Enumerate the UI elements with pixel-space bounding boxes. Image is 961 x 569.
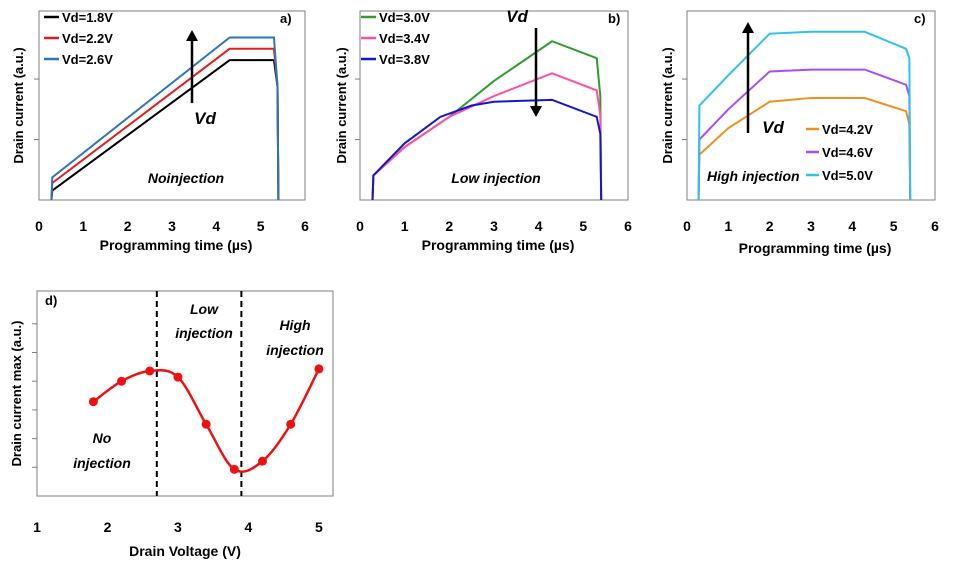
x-tick-label: 4 [535,218,543,234]
x-tick-label: 0 [683,218,691,234]
x-tick-label: 4 [245,519,253,535]
x-tick-label: 1 [724,218,732,234]
x-tick-label: 4 [212,218,220,234]
panel-3: 0 1 2 3 4 5 6 Programming time (µs) Drain curren… [660,10,939,256]
plot-frame [38,10,306,201]
x-axis-title: Programming time (µs) [422,237,575,253]
region-label: injection [73,455,131,471]
series-line [697,96,912,201]
region-label: High [279,317,310,333]
y-axis-title: Drain current (a.u.) [334,47,349,163]
legend-label: Vd=5.0V [822,168,873,183]
x-tick-label: 1 [79,218,87,234]
legend-label: Vd=2.2V [62,31,113,46]
series-line [50,36,280,201]
data-point [258,456,268,466]
x-tick-label: 6 [624,218,632,234]
vd-arrow-label: Vd [506,7,528,26]
x-tick-label: 5 [315,519,323,535]
region-label: injection [175,325,233,341]
legend-label: Vd=2.6V [62,52,113,67]
vd-arrow-label: Vd [194,109,216,128]
data-point [229,464,239,474]
panel-tag: b) [608,11,620,26]
x-tick-label: 1 [401,218,409,234]
injection-annotation: Noinjection [148,170,224,186]
region-label: No [93,430,112,446]
region-label: Low [190,301,219,317]
panel-tag: a) [280,11,292,26]
region-label: injection [266,342,324,358]
x-tick-label: 6 [931,218,939,234]
panel-2: 0 1 2 3 4 5 6 Programming time (µs) Drain curren… [334,7,632,253]
panel-tag: d) [45,293,57,308]
x-tick-label: 3 [807,218,815,234]
x-tick-label: 5 [257,218,265,234]
panel-1: 0 1 2 3 4 5 6 Programming time (µs) Drain curren… [11,10,309,253]
data-point [145,366,155,376]
plot-frame [36,290,334,497]
plot-frame [359,10,629,201]
y-axis-title: Drain current (a.u.) [660,47,675,163]
x-tick-label: 2 [124,218,132,234]
x-axis-title: Drain Voltage (V) [129,543,241,559]
x-tick-label: 2 [766,218,774,234]
x-tick-label: 0 [35,218,43,234]
vd-arrow-head [530,106,542,117]
legend-label: Vd=4.6V [822,145,873,160]
x-tick-label: 3 [174,519,182,535]
legend-label: Vd=1.8V [62,10,113,25]
data-point [173,372,183,382]
x-tick-label: 5 [579,218,587,234]
plot-frame [686,10,936,201]
legend-label: Vd=3.0V [379,10,430,25]
vd-arrow-head [186,30,198,41]
data-point [117,376,127,386]
x-tick-label: 5 [890,218,898,234]
x-tick-label: 2 [445,218,453,234]
y-axis-title: Drain current (a.u.) [11,47,26,163]
x-tick-label: 0 [356,218,364,234]
vd-arrow-label: Vd [762,118,784,137]
panel-tag: c) [914,11,926,26]
y-axis-title: Drain current max (a.u.) [9,321,24,467]
x-tick-label: 1 [33,519,41,535]
injection-annotation: High injection [707,168,800,184]
legend-label: Vd=3.4V [379,31,430,46]
x-tick-label: 3 [168,218,176,234]
series-line [697,30,912,201]
series-line [697,68,912,201]
series-line [371,98,603,201]
x-tick-label: 2 [104,519,112,535]
injection-annotation: Low injection [451,170,540,186]
x-tick-label: 3 [490,218,498,234]
x-tick-label: 6 [301,218,309,234]
data-point [88,397,98,407]
x-axis-title: Programming time (µs) [739,240,892,256]
x-tick-label: 4 [848,218,856,234]
data-point [314,364,324,374]
vd-arrow-head [742,22,754,33]
data-point [286,419,296,429]
data-point [201,419,211,429]
panel-4: 1 2 3 4 5 Drain Voltage (V) Drain current max … [9,290,334,559]
legend-label: Vd=3.8V [379,52,430,67]
x-axis-title: Programming time (µs) [100,237,253,253]
legend-label: Vd=4.2V [822,122,873,137]
